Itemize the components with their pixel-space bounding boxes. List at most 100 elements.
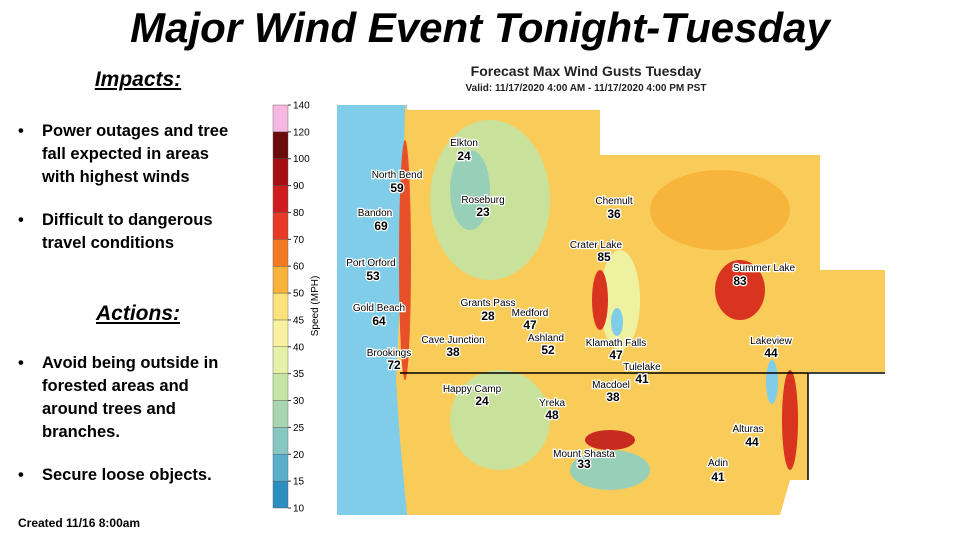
colorbar-segment — [272, 480, 289, 509]
location-name: Grants Pass — [460, 298, 515, 309]
location-value: 33 — [577, 457, 591, 471]
location-name: Cave Junction — [421, 335, 484, 346]
colorbar: 10 15 20 25 30 35 40 45 50 60 70 80 90 100 120 140 — [272, 101, 310, 515]
terrain — [715, 260, 765, 320]
map-area — [337, 105, 885, 515]
tick-label: 25 — [293, 423, 305, 434]
location-value: 28 — [481, 309, 495, 323]
location-value: 41 — [635, 372, 649, 386]
location-value: 69 — [374, 219, 388, 233]
map-title: Forecast Max Wind Gusts Tuesday — [471, 63, 702, 79]
colorbar-segment — [272, 104, 289, 133]
location-value: 47 — [609, 348, 623, 362]
bullet: Secure loose objects. — [16, 464, 246, 487]
terrain — [585, 430, 635, 450]
terrain — [782, 370, 798, 470]
colorbar-segment — [272, 400, 289, 428]
colorbar-segment — [272, 319, 289, 347]
lake — [766, 360, 778, 404]
bullet: Difficult to dangerous travel conditions — [16, 209, 246, 255]
colorbar-label: Speed (MPH) — [310, 276, 321, 337]
colorbar-segment — [272, 212, 289, 240]
location-value: 23 — [476, 205, 490, 219]
map-valid: Valid: 11/17/2020 4:00 AM - 11/17/2020 4… — [466, 83, 707, 94]
actions-list: Avoid being outside in forested areas an… — [16, 352, 246, 507]
location-value: 53 — [366, 269, 380, 283]
coast-winds — [399, 140, 411, 380]
location-name: Adin — [708, 458, 728, 469]
impacts-list: Power outages and tree fall expected in … — [16, 120, 246, 275]
colorbar-segment — [272, 454, 289, 482]
tick-label: 10 — [293, 504, 305, 515]
location-name: Roseburg — [461, 195, 504, 206]
location-value: 44 — [745, 435, 759, 449]
colorbar-segment — [272, 266, 289, 294]
location-value: 72 — [387, 358, 401, 372]
location-value: 24 — [475, 394, 489, 408]
bullet: Avoid being outside in forested areas an… — [16, 352, 246, 444]
colorbar-segment — [272, 239, 289, 267]
created-note: Created 11/16 8:00am — [18, 516, 141, 530]
colorbar-segment — [272, 158, 289, 186]
location-name: Alturas — [732, 424, 763, 435]
terrain — [592, 270, 608, 330]
terrain — [650, 170, 790, 250]
title: Major Wind Event Tonight-Tuesday — [130, 4, 830, 51]
terrain — [570, 450, 650, 490]
location-name: Medford — [512, 308, 549, 319]
location-name: Port Orford — [346, 258, 395, 269]
impacts-heading: Impacts: — [94, 68, 182, 91]
terrain — [450, 150, 490, 230]
tick-label: 70 — [293, 235, 305, 246]
location-name: Gold Beach — [353, 303, 405, 314]
location-value: 38 — [446, 345, 460, 359]
location-name: Ashland — [528, 333, 564, 344]
location-name: Klamath Falls — [586, 338, 647, 349]
location-value: 64 — [372, 314, 386, 328]
tick-label: 60 — [293, 262, 305, 273]
colorbar-segment — [272, 427, 289, 455]
terrain — [600, 250, 640, 350]
location-value: 52 — [541, 343, 555, 357]
location-value: 41 — [711, 470, 725, 484]
location-name: Tulelake — [623, 362, 661, 373]
location-name: Yreka — [539, 398, 566, 409]
location-value: 24 — [457, 149, 471, 163]
lake — [611, 308, 623, 336]
location-value: 47 — [523, 318, 537, 332]
colorbar-segment — [272, 131, 289, 159]
tick-label: 80 — [293, 208, 305, 219]
colorbar-segment — [272, 346, 289, 374]
tick-label: 45 — [293, 315, 305, 326]
colorbar-segment — [272, 292, 289, 321]
tick-label: 40 — [293, 342, 305, 353]
location-name: Summer Lake — [733, 263, 796, 274]
terrain — [450, 370, 550, 470]
tick-label: 50 — [293, 289, 305, 300]
location-name: Mount Shasta — [553, 449, 615, 460]
location-value: 38 — [606, 390, 620, 404]
location-name: Bandon — [358, 208, 392, 219]
tick-label: 140 — [293, 101, 310, 112]
location-value: 85 — [597, 250, 611, 264]
tick-label: 120 — [293, 127, 310, 138]
location-name: Chemult — [595, 196, 632, 207]
tick-label: 100 — [293, 154, 310, 165]
tick-label: 20 — [293, 450, 305, 461]
location-value: 36 — [607, 207, 621, 221]
location-name: Crater Lake — [570, 240, 623, 251]
location-name: Macdoel — [592, 380, 630, 391]
actions-heading: Actions: — [96, 302, 180, 325]
location-name: Brookings — [367, 348, 411, 359]
bullet: Power outages and tree fall expected in … — [16, 120, 246, 189]
tick-label: 35 — [293, 369, 305, 380]
location-value: 48 — [545, 408, 559, 422]
location-name: Elkton — [450, 138, 478, 149]
tick-label: 90 — [293, 181, 305, 192]
location-name: Happy Camp — [443, 384, 502, 395]
ocean — [337, 105, 407, 515]
colorbar-segment — [272, 185, 289, 213]
tick-label: 30 — [293, 396, 305, 407]
